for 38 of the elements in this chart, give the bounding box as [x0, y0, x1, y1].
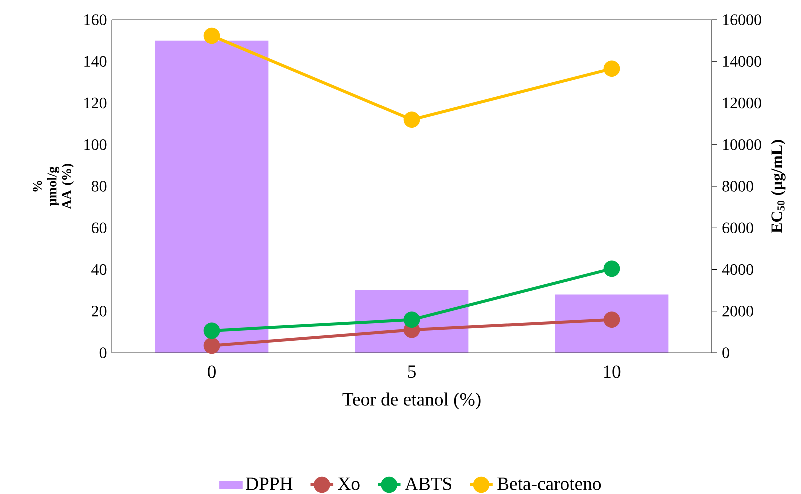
legend-label: Beta-caroteno — [498, 478, 602, 490]
y-tick-label: 100 — [84, 139, 107, 150]
x-axis-title: Teor de etanol (%) — [342, 392, 481, 410]
y-tick-label: 160 — [84, 14, 107, 26]
y2-tick-label: 0 — [722, 348, 730, 358]
point — [404, 312, 420, 328]
point — [204, 322, 220, 340]
legend-label: ABTS — [405, 478, 452, 490]
point — [204, 28, 220, 44]
bar — [555, 294, 669, 353]
y-tick-label: 20 — [92, 306, 107, 317]
y2-tick-label: 8000 — [722, 181, 754, 192]
legend-label: Xo — [338, 478, 360, 490]
y2-tick-label: 6000 — [722, 222, 754, 234]
x-tick-label: 5 — [408, 366, 416, 378]
x-tick-label: 10 — [604, 366, 621, 378]
bar — [155, 40, 269, 353]
point — [204, 338, 220, 354]
y2-tick-label: 2000 — [722, 306, 754, 317]
y2-tick-label: 10000 — [723, 139, 762, 150]
point — [604, 260, 620, 278]
y-tick-label: 80 — [92, 181, 107, 192]
y-tick-label: 40 — [92, 264, 107, 276]
y2-tick-label: 4000 — [722, 264, 754, 276]
y2-axis-title: EC$_{50}$ (µg/mL) — [771, 140, 786, 234]
point — [604, 312, 620, 328]
y-axis-title: % µmol/g AA (%) — [33, 164, 74, 210]
y-tick-label: 140 — [84, 56, 107, 68]
x-tick-label: 0 — [208, 366, 216, 378]
y2-tick-label: 12000 — [723, 98, 762, 109]
legend-label: DPPH — [246, 478, 293, 490]
point — [404, 112, 420, 128]
y2-tick-label: 16000 — [723, 14, 762, 26]
y-tick-label: 60 — [92, 222, 107, 234]
y-tick-label: 0 — [100, 348, 107, 358]
y-tick-label: 120 — [84, 98, 107, 109]
point — [604, 60, 620, 78]
y2-tick-label: 14000 — [723, 56, 762, 68]
